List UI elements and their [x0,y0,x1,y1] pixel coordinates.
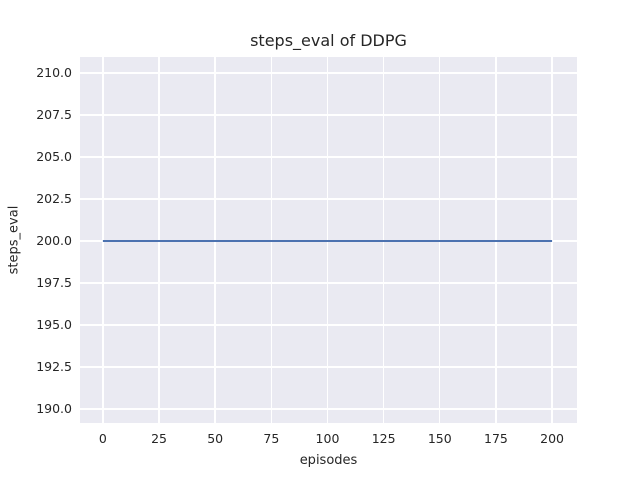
y-gridline [80,72,577,74]
y-tick-label: 200.0 [36,233,72,248]
x-axis-label: episodes [299,453,358,468]
y-tick-label: 190.0 [36,401,72,417]
y-tick-label: 202.5 [36,190,72,206]
y-tick-label: 207.5 [36,106,72,122]
x-tick-label: 50 [207,431,224,446]
y-gridline [80,324,577,326]
x-tick-label: 150 [427,431,452,446]
y-gridline [80,156,577,158]
y-gridline [80,114,577,116]
series-layer [102,240,553,243]
x-gridline [214,57,216,423]
x-tick-label: 75 [263,431,280,446]
x-tick-label: 25 [151,431,167,446]
x-gridline [270,57,273,423]
x-tick-label: 125 [371,431,396,446]
chart-title: steps_eval of DDPG [250,31,407,50]
y-gridline [80,282,577,284]
x-tick-label: 200 [540,431,564,446]
y-gridline [80,198,577,200]
y-tick-label: 195.0 [36,317,72,333]
x-gridline [102,57,104,423]
x-gridline [495,57,497,423]
y-gridline [80,408,577,410]
x-gridline [439,57,441,423]
y-tick-label: 205.0 [36,148,72,164]
x-gridline [326,57,329,423]
x-tick-label: 175 [483,431,508,446]
x-gridline [382,57,385,423]
y-tick-label: 192.5 [36,359,72,375]
plot-area [80,57,577,423]
x-gridline [551,57,553,423]
y-gridline [80,366,577,368]
y-tick-label: 197.5 [36,275,72,291]
y-tick-label: 210.0 [36,64,72,80]
x-tick-label: 100 [315,431,340,446]
x-gridline [158,57,160,423]
x-tick-label: 0 [98,431,107,446]
